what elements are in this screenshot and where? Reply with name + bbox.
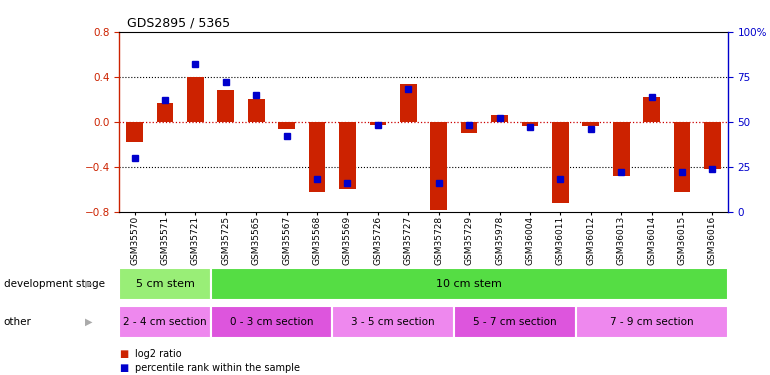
Bar [309, 122, 326, 192]
Bar [613, 122, 630, 176]
Bar [674, 122, 691, 192]
Bar [454, 306, 576, 338]
Text: 0 - 3 cm section: 0 - 3 cm section [229, 316, 313, 327]
Text: log2 ratio: log2 ratio [135, 350, 182, 359]
Text: ▶: ▶ [85, 316, 92, 327]
Text: 10 cm stem: 10 cm stem [436, 279, 502, 289]
Bar [187, 77, 204, 122]
Bar [339, 122, 356, 189]
Text: other: other [4, 316, 32, 327]
Bar [119, 268, 211, 300]
Text: 5 cm stem: 5 cm stem [136, 279, 194, 289]
Bar [248, 99, 265, 122]
Bar [430, 122, 447, 210]
Text: development stage: development stage [4, 279, 105, 289]
Bar [217, 90, 234, 122]
Bar [521, 122, 538, 126]
Text: ■: ■ [119, 350, 129, 359]
Bar [370, 122, 387, 125]
Bar [552, 122, 569, 203]
Bar [582, 122, 599, 126]
Text: 2 - 4 cm section: 2 - 4 cm section [123, 316, 207, 327]
Bar [156, 103, 173, 122]
Text: GDS2895 / 5365: GDS2895 / 5365 [127, 17, 230, 30]
Bar [704, 122, 721, 169]
Bar [211, 268, 728, 300]
Text: ▶: ▶ [85, 279, 92, 289]
Bar [126, 122, 143, 142]
Text: 5 - 7 cm section: 5 - 7 cm section [473, 316, 557, 327]
Bar [576, 306, 728, 338]
Text: 7 - 9 cm section: 7 - 9 cm section [610, 316, 694, 327]
Text: 3 - 5 cm section: 3 - 5 cm section [351, 316, 435, 327]
Bar [211, 306, 333, 338]
Bar [460, 122, 477, 133]
Bar [119, 306, 211, 338]
Text: ■: ■ [119, 363, 129, 373]
Bar [400, 84, 417, 122]
Bar [491, 115, 508, 122]
Bar [278, 122, 295, 129]
Text: percentile rank within the sample: percentile rank within the sample [135, 363, 300, 373]
Bar [333, 306, 454, 338]
Bar [643, 97, 660, 122]
